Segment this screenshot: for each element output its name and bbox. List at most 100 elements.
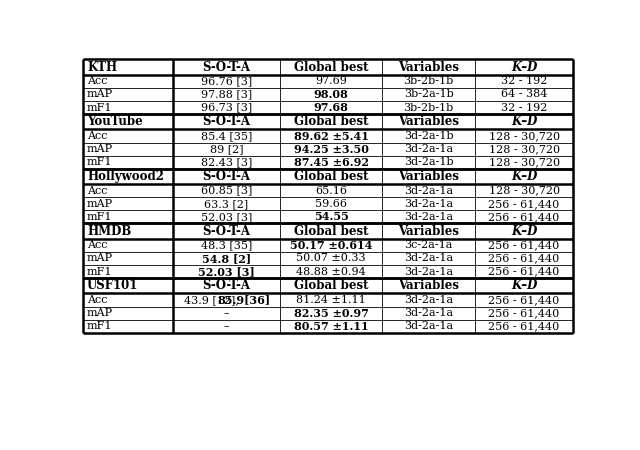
Text: 3d-2a-1a: 3d-2a-1a [404,199,453,209]
Text: 3b-2a-1b: 3b-2a-1b [404,90,454,99]
Text: S-O-T-A: S-O-T-A [202,115,250,128]
Text: Variables: Variables [398,61,460,74]
Text: 256 - 61,440: 256 - 61,440 [488,321,560,331]
Text: 64 - 384: 64 - 384 [501,90,547,99]
Text: 256 - 61,440: 256 - 61,440 [488,199,560,209]
Text: 3b-2b-1b: 3b-2b-1b [404,103,454,112]
Text: K–D: K–D [511,61,537,74]
Text: 256 - 61,440: 256 - 61,440 [488,295,560,305]
Text: S-O-T-A: S-O-T-A [202,279,250,292]
Text: 65.16: 65.16 [315,186,347,196]
Text: 3d-2a-1a: 3d-2a-1a [404,144,453,154]
Text: 3d-2a-1a: 3d-2a-1a [404,212,453,222]
Text: 85.9[36]: 85.9[36] [218,294,271,306]
Text: 97.88 [3]: 97.88 [3] [201,90,252,99]
Text: 3d-2a-1a: 3d-2a-1a [404,266,453,276]
Text: mF1: mF1 [87,321,113,331]
Text: –: – [223,308,229,318]
Text: K–D: K–D [511,115,537,128]
Text: Global best: Global best [294,61,369,74]
Text: 256 - 61,440: 256 - 61,440 [488,212,560,222]
Text: S-O-T-A: S-O-T-A [202,61,250,74]
Text: 97.69: 97.69 [315,76,347,86]
Text: mF1: mF1 [87,266,113,276]
Text: Variables: Variables [398,115,460,128]
Text: KTH: KTH [87,61,117,74]
Text: Acc: Acc [87,186,108,196]
Text: 82.43 [3]: 82.43 [3] [201,157,252,167]
Text: 3d-2a-1b: 3d-2a-1b [404,131,454,141]
Text: K–D: K–D [511,170,537,183]
Text: mF1: mF1 [87,212,113,222]
Text: Global best: Global best [294,225,369,238]
Text: 256 - 61,440: 256 - 61,440 [488,308,560,318]
Text: 3c-2a-1a: 3c-2a-1a [404,240,453,250]
Text: 50.17 ±0.614: 50.17 ±0.614 [290,240,372,251]
Text: 98.08: 98.08 [314,89,348,100]
Text: 97.68: 97.68 [314,102,349,113]
Text: –: – [223,321,229,331]
Text: 3d-2a-1a: 3d-2a-1a [404,321,453,331]
Text: HMDB: HMDB [87,225,131,238]
Text: mAP: mAP [87,199,113,209]
Text: USF101: USF101 [87,279,138,292]
Text: 128 - 30,720: 128 - 30,720 [488,131,559,141]
Text: 87.45 ±6.92: 87.45 ±6.92 [294,157,369,168]
Text: 80.57 ±1.11: 80.57 ±1.11 [294,321,369,332]
Text: Acc: Acc [87,295,108,305]
Text: 128 - 30,720: 128 - 30,720 [488,144,559,154]
Text: Hollywood2: Hollywood2 [87,170,164,183]
Text: 256 - 61,440: 256 - 61,440 [488,253,560,263]
Text: 52.03 [3]: 52.03 [3] [201,212,252,222]
Text: mAP: mAP [87,90,113,99]
Text: 54.55: 54.55 [314,212,349,222]
Text: mAP: mAP [87,253,113,263]
Text: 48.3 [35]: 48.3 [35] [201,240,252,250]
Text: S-O-T-A: S-O-T-A [202,170,250,183]
Text: 3d-2a-1a: 3d-2a-1a [404,295,453,305]
Text: 3b-2b-1b: 3b-2b-1b [404,76,454,86]
Text: 32 - 192: 32 - 192 [501,103,547,112]
Text: 128 - 30,720: 128 - 30,720 [488,186,559,196]
Text: 82.35 ±0.97: 82.35 ±0.97 [294,308,369,319]
Text: mF1: mF1 [87,103,113,112]
Text: 54.8 [2]: 54.8 [2] [202,253,251,264]
Text: 89.62 ±5.41: 89.62 ±5.41 [294,130,369,141]
Text: 3d-2a-1a: 3d-2a-1a [404,253,453,263]
Text: 3d-2a-1a: 3d-2a-1a [404,308,453,318]
Text: mAP: mAP [87,308,113,318]
Text: 63.3 [2]: 63.3 [2] [204,199,248,209]
Text: Global best: Global best [294,170,369,183]
Text: mAP: mAP [87,144,113,154]
Text: Variables: Variables [398,279,460,292]
Text: K–D: K–D [511,225,537,238]
Text: 94.25 ±3.50: 94.25 ±3.50 [294,144,369,155]
Text: Acc: Acc [87,76,108,86]
Text: Variables: Variables [398,170,460,183]
Text: 3d-2a-1b: 3d-2a-1b [404,157,454,167]
Text: 85.4 [35]: 85.4 [35] [201,131,252,141]
Text: 52.03 [3]: 52.03 [3] [198,266,255,277]
Text: Variables: Variables [398,225,460,238]
Text: Acc: Acc [87,240,108,250]
Text: Global best: Global best [294,115,369,128]
Text: 60.85 [3]: 60.85 [3] [201,186,252,196]
Text: 96.76 [3]: 96.76 [3] [201,76,252,86]
Text: 256 - 61,440: 256 - 61,440 [488,266,560,276]
Text: 128 - 30,720: 128 - 30,720 [488,157,559,167]
Text: 89 [2]: 89 [2] [210,144,243,154]
Text: 32 - 192: 32 - 192 [501,76,547,86]
Text: 50.07 ±0.33: 50.07 ±0.33 [296,253,366,263]
Text: 81.24 ±1.11: 81.24 ±1.11 [296,295,366,305]
Text: Acc: Acc [87,131,108,141]
Text: S-O-T-A: S-O-T-A [202,225,250,238]
Text: 256 - 61,440: 256 - 61,440 [488,240,560,250]
Text: 3d-2a-1a: 3d-2a-1a [404,186,453,196]
Text: K–D: K–D [511,279,537,292]
Text: Global best: Global best [294,279,369,292]
Text: 59.66: 59.66 [315,199,347,209]
Text: 96.73 [3]: 96.73 [3] [201,103,252,112]
Text: YouTube: YouTube [87,115,143,128]
Text: mF1: mF1 [87,157,113,167]
Text: 43.9 [12],: 43.9 [12], [184,295,243,305]
